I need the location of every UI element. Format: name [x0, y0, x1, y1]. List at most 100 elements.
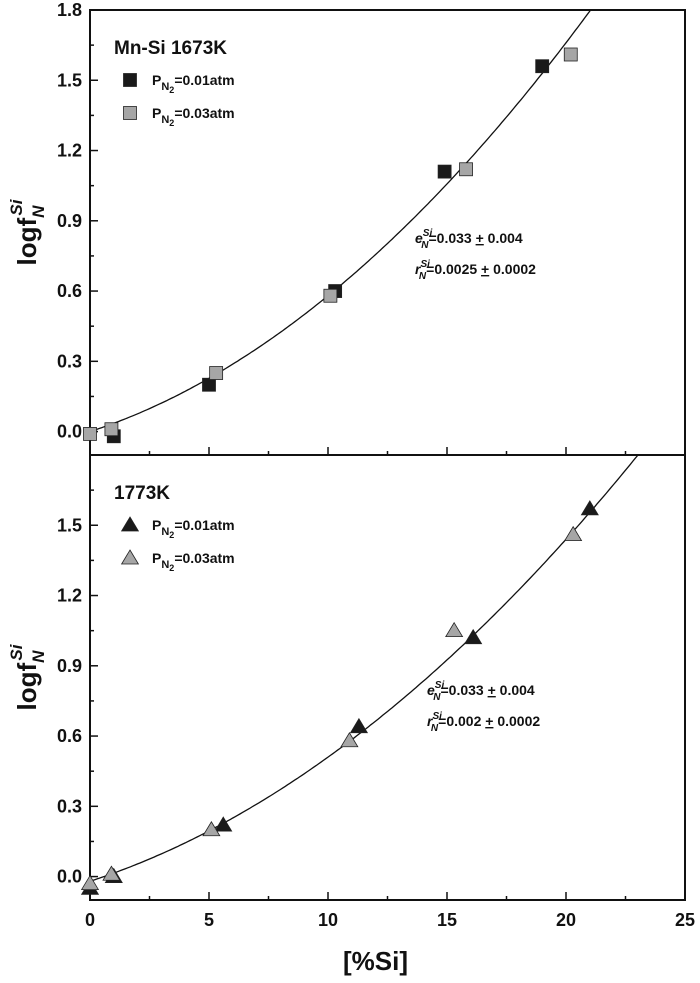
y-tick-label: 0.0: [57, 422, 82, 442]
annotation-pm: +: [488, 682, 496, 698]
data-point-series-1: [535, 59, 550, 74]
bottom-panel-1773K: 0.00.30.60.91.21.5logfNSi1773KPN2=0.01at…: [7, 454, 686, 901]
annotation-sup: Si: [420, 259, 430, 270]
annotation-sub: N: [433, 692, 441, 703]
legend-sub2: 2: [169, 563, 174, 573]
annotation-sup: Si: [432, 711, 442, 722]
legend-sub2: 2: [169, 530, 174, 540]
legend-sub2: 2: [169, 118, 174, 128]
annotation-1: eSi N=0.033 + 0.004: [427, 680, 535, 703]
legend-label-series-2: PN2=0.03atm: [152, 105, 235, 128]
y-tick-label: 1.5: [57, 70, 82, 90]
x-tick-label: 5: [204, 910, 214, 930]
annotation-1: eSi N=0.033 + 0.004: [415, 228, 523, 251]
y-tick-label: 0.3: [57, 351, 82, 371]
annotation-sup: Si: [435, 680, 445, 691]
y-tick-label: 0.6: [57, 281, 82, 301]
annotation-pm: +: [476, 230, 484, 246]
x-tick-label: 20: [556, 910, 576, 930]
annotation-sup: Si: [423, 228, 433, 239]
data-point-series-2: [80, 874, 100, 891]
legend-marker-series-1: [123, 73, 137, 87]
annotation-value: =0.033: [428, 230, 475, 246]
annotation-value: =0.0025: [426, 261, 481, 277]
annotation-value: =0.033: [440, 682, 487, 698]
annotation-err: 0.0002: [489, 261, 536, 277]
data-point-series-1: [349, 717, 369, 734]
y-axis-title-main: logf: [12, 218, 42, 266]
annotation-2: rSi N=0.0025 + 0.0002: [415, 259, 536, 282]
legend-rest: =0.03atm: [174, 105, 234, 121]
panel-title: 1773K: [114, 483, 170, 504]
legend-rest: =0.03atm: [174, 550, 234, 566]
y-tick-label: 0.3: [57, 796, 82, 816]
legend-label-series-1: PN2=0.01atm: [152, 72, 235, 95]
data-point-series-2: [202, 820, 221, 837]
data-point-series-1: [437, 164, 452, 179]
y-tick-label: 1.2: [57, 141, 82, 161]
panel-title: Mn-Si 1673K: [114, 38, 227, 59]
data-point-series-2: [323, 288, 338, 303]
y-tick-label: 1.5: [57, 515, 82, 535]
legend-label-series-1: PN2=0.01atm: [152, 517, 235, 540]
y-axis-title: logfNSi: [7, 643, 48, 710]
y-tick-label: 0.6: [57, 726, 82, 746]
annotation-value: =0.002: [438, 713, 485, 729]
legend-sub: N: [161, 559, 169, 571]
data-point-series-1: [580, 500, 599, 516]
y-tick-label: 1.2: [57, 586, 82, 606]
annotation-sub: N: [421, 240, 429, 251]
data-point-series-2: [340, 731, 359, 748]
data-point-series-1: [202, 377, 216, 392]
data-point-series-1: [464, 628, 483, 645]
legend-p: P: [152, 550, 161, 566]
data-point-series-2: [459, 162, 473, 177]
y-axis-title-main: logf: [12, 663, 42, 711]
annotation-sub: N: [419, 271, 427, 282]
legend-marker-series-1: [120, 516, 140, 532]
data-point-series-2: [564, 525, 583, 542]
x-tick-label: 15: [437, 910, 457, 930]
data-point-series-2: [104, 422, 119, 437]
fit-curve: [89, 9, 592, 433]
y-axis-title-sub: N: [29, 205, 48, 218]
y-tick-label: 0.9: [57, 656, 82, 676]
data-point-series-2: [83, 427, 97, 441]
y-tick-label: 0.0: [57, 867, 82, 887]
x-tick-label: 0: [85, 910, 95, 930]
y-axis-title-sup: Si: [7, 198, 26, 215]
x-axis-title: [%Si]: [343, 946, 408, 976]
legend-marker-series-2: [120, 549, 140, 565]
x-tick-label: 10: [318, 910, 338, 930]
y-tick-label: 0.9: [57, 211, 82, 231]
shared-x-axis: 0 5 10 15 20 25 [%Si]: [85, 910, 695, 976]
annotation-err: 0.0002: [493, 713, 540, 729]
annotation-lead: r: [427, 713, 434, 729]
y-axis-title-sub: N: [29, 650, 48, 663]
annotation-pm: +: [485, 713, 493, 729]
y-axis-title: logfNSi: [7, 198, 48, 265]
fit-curve: [89, 454, 639, 882]
data-point-series-2: [563, 47, 578, 62]
annotation-2: rSi N=0.002 + 0.0002: [427, 711, 540, 734]
legend-sub: N: [161, 526, 169, 538]
legend-p: P: [152, 72, 161, 88]
legend-p: P: [152, 105, 161, 121]
legend-sub: N: [161, 81, 169, 93]
x-tick-label: 25: [675, 910, 695, 930]
annotation-lead: r: [415, 261, 422, 277]
legend-rest: =0.01atm: [174, 72, 234, 88]
annotation-lead: e: [427, 682, 435, 698]
legend-sub: N: [161, 114, 169, 126]
y-axis-title-sup: Si: [7, 643, 26, 660]
y-tick-label: 1.8: [57, 0, 82, 20]
legend-label-series-2: PN2=0.03atm: [152, 550, 235, 573]
annotation-pm: +: [481, 261, 489, 277]
data-point-series-2: [209, 366, 224, 380]
legend-rest: =0.01atm: [174, 517, 234, 533]
annotation-err: 0.004: [496, 682, 535, 698]
legend-sub2: 2: [169, 85, 174, 95]
data-point-series-2: [445, 621, 464, 638]
